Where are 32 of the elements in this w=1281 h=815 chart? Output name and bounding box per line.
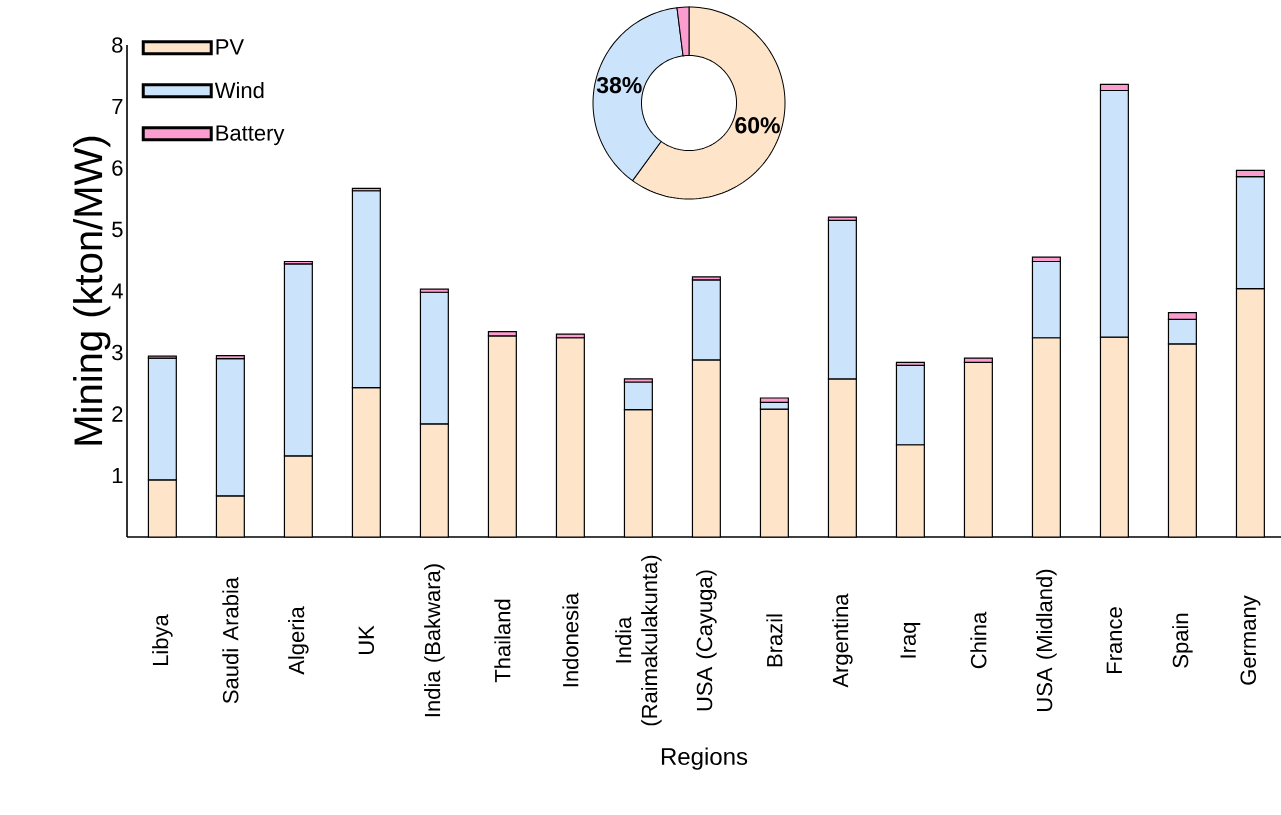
x-tick-label: China [970, 611, 987, 669]
data-label: 60% [735, 117, 780, 134]
x-tick-label: Indonesia [562, 592, 579, 687]
x-axis-title: Regions [661, 747, 748, 770]
x-tick-label: Algeria [288, 606, 309, 675]
x-tick-label: France [1106, 607, 1123, 673]
x-tick-label: UK [358, 625, 375, 655]
y-tick-label: 3 [112, 344, 123, 361]
y-tick-label: 8 [112, 37, 123, 53]
legend-label: Wind [214, 81, 264, 99]
x-tick-label: Brazil [766, 614, 783, 667]
y-tick-label: 4 [111, 283, 123, 299]
legend-label: Battery [216, 125, 285, 146]
data-label: 38% [596, 76, 642, 94]
y-tick-label: 2 [112, 406, 123, 422]
x-tick-label: USA (Midland) [1036, 569, 1057, 711]
x-tick-label: Argentina [832, 593, 853, 688]
x-tick-label: USA (Cayuga) [696, 570, 717, 711]
y-axis-title: Mining (kton/MW) [73, 136, 111, 445]
x-tick-label: Saudi Arabia [222, 576, 239, 704]
y-tick-label: 6 [112, 160, 123, 176]
y-tick-label: 5 [112, 221, 123, 238]
x-tick-label: Thailand [494, 599, 511, 683]
x-tick-label: Iraq [900, 622, 921, 658]
x-tick-label: Spain [1172, 613, 1193, 668]
y-tick-label: 1 [112, 467, 123, 484]
x-tick-label: India (Raimakulakunta) [615, 555, 662, 726]
x-tick-label: Germany [1240, 595, 1261, 685]
x-tick-label: Libya [152, 614, 173, 666]
y-tick-label: 7 [112, 98, 123, 115]
legend-label: PV [216, 39, 244, 55]
x-tick-label: India (Bakwara) [424, 564, 445, 717]
